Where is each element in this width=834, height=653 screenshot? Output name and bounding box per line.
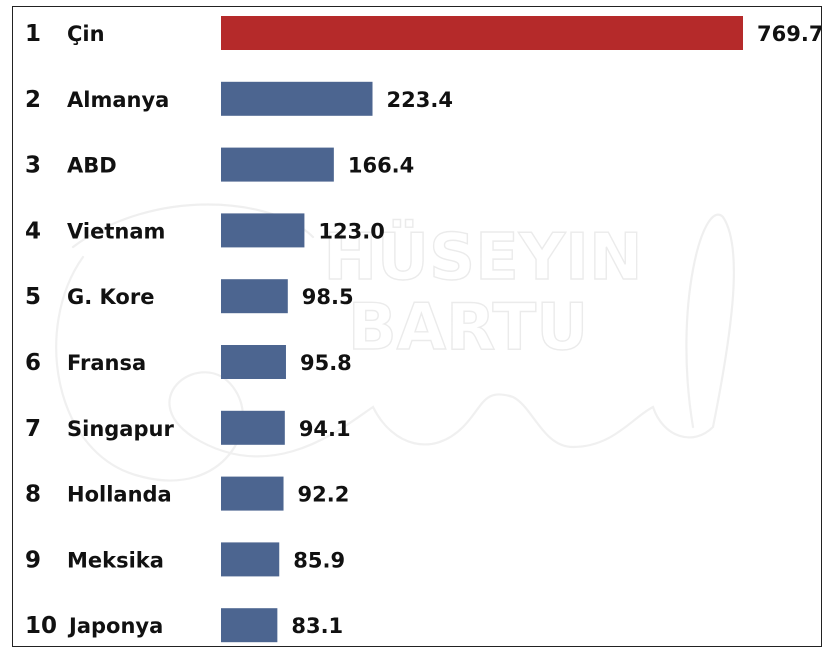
rank-label: 3	[25, 153, 41, 179]
bar-chart: HÜSEYIN BARTU 1 2 3 4 5 6 7 8 9 10 Çin Almanya ABD V…	[25, 16, 822, 643]
rank-label: 6	[25, 350, 41, 376]
country-label: Hollanda	[67, 483, 172, 507]
value-label: 123.0	[318, 219, 384, 243]
bar	[221, 345, 286, 379]
watermark-script	[55, 213, 735, 482]
rank-label: 1	[25, 21, 41, 47]
country-label: G. Kore	[67, 285, 154, 309]
country-label: ABD	[67, 154, 117, 178]
bar	[221, 410, 285, 445]
watermark-line-2: BARTU	[348, 291, 588, 365]
bar	[221, 476, 284, 511]
country-label: Japonya	[67, 614, 163, 638]
country-label: Almanya	[67, 88, 169, 112]
bar	[221, 213, 305, 248]
value-label: 92.2	[298, 483, 350, 507]
watermark: HÜSEYIN BARTU	[55, 203, 735, 482]
value-label: 85.9	[293, 548, 345, 572]
value-labels: 769.7 223.4 166.4 123.0 98.5 95.8 94.1 92.2 85.9…	[291, 22, 822, 638]
country-label: Vietnam	[67, 219, 165, 243]
rank-labels: 1 2 3 4 5 6 7 8 9 10	[25, 21, 57, 639]
value-label: 83.1	[291, 614, 343, 638]
rank-label: 7	[25, 416, 41, 442]
value-label: 98.5	[302, 285, 354, 309]
bar	[221, 542, 280, 577]
bar	[221, 147, 334, 182]
rank-label: 4	[25, 218, 41, 244]
country-labels: Çin Almanya ABD Vietnam G. Kore Fransa Singapu…	[67, 22, 174, 638]
value-label: 769.7	[757, 22, 822, 46]
rank-label: 10	[25, 613, 57, 639]
country-label: Fransa	[67, 351, 146, 375]
value-label: 94.1	[299, 417, 351, 441]
bars	[221, 16, 743, 643]
bar	[221, 279, 288, 314]
country-label: Meksika	[67, 548, 164, 572]
bar-highlight	[221, 16, 743, 50]
rank-label: 2	[25, 87, 41, 113]
watermark-line-1: HÜSEYIN	[323, 219, 642, 295]
value-label: 95.8	[300, 351, 352, 375]
value-label: 223.4	[387, 88, 453, 112]
country-label: Singapur	[67, 417, 174, 441]
bar	[221, 81, 373, 116]
country-label: Çin	[67, 22, 105, 46]
bar	[221, 608, 278, 643]
rank-label: 8	[25, 482, 41, 508]
rank-label: 5	[25, 284, 41, 310]
value-label: 166.4	[348, 154, 414, 178]
rank-label: 9	[25, 547, 41, 573]
chart-frame: HÜSEYIN BARTU 1 2 3 4 5 6 7 8 9 10 Çin Almanya ABD V…	[12, 6, 822, 647]
